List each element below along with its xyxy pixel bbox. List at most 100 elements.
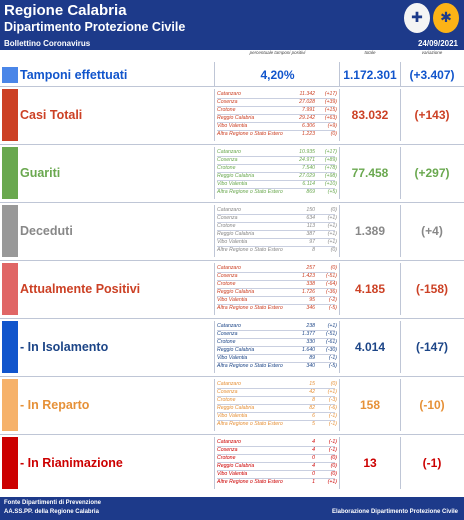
province-delta: (+17) [324, 149, 337, 155]
rianimazione-color-bar [2, 437, 18, 489]
province-name: Catanzaro [217, 207, 241, 213]
province-delta: (+1) [327, 323, 337, 329]
province-name: Catanzaro [217, 149, 241, 155]
breakdown-separator [217, 446, 335, 447]
province-value: 24.971 [299, 157, 315, 163]
province-row: Cosenza 1.377 (-51) [217, 331, 338, 339]
breakdown-separator [217, 478, 335, 479]
breakdown-separator [217, 396, 335, 397]
province-value: 8 [312, 397, 315, 403]
province-row: Vibo Valentia 6.306 (+9) [217, 123, 338, 131]
province-delta: (-6) [328, 405, 337, 411]
province-delta: (0) [330, 463, 337, 469]
province-value: 89 [309, 355, 315, 361]
province-delta: (+1) [327, 389, 337, 395]
breakdown-separator [217, 404, 335, 405]
guariti-color-bar [2, 147, 18, 199]
province-delta: (-51) [326, 331, 337, 337]
row-divider [0, 144, 464, 145]
province-row: Altra Regione o Stato Estero 1.223 (0) [217, 131, 338, 138]
breakdown-separator [217, 222, 335, 223]
province-row: Reggio Calabria 387 (+1) [217, 231, 338, 239]
province-row: Reggio Calabria 1.726 (-36) [217, 289, 338, 297]
province-row: Crotone 338 (-64) [217, 281, 338, 289]
province-value: 634 [306, 215, 315, 221]
total-header: totale [364, 50, 376, 55]
column-separator [400, 205, 401, 257]
province-value: 387 [306, 231, 315, 237]
deceduti-color-bar [2, 205, 18, 257]
province-delta: (+63) [324, 115, 337, 121]
province-name: Catanzaro [217, 323, 241, 329]
province-row: Crotone 113 (+1) [217, 223, 338, 231]
variation-header: variazione [421, 50, 443, 55]
breakdown-separator [217, 130, 335, 131]
province-name: Reggio Calabria [217, 289, 255, 295]
province-value: 27.029 [299, 173, 315, 179]
province-delta: (+5) [327, 189, 337, 195]
province-delta: (-64) [326, 281, 337, 287]
province-name: Cosenza [217, 273, 238, 279]
province-value: 1 [312, 479, 315, 485]
breakdown-separator [217, 338, 335, 339]
reparto-label: - In Reparto [20, 398, 90, 412]
province-value: 338 [306, 281, 315, 287]
province-name: Reggio Calabria [217, 347, 255, 353]
column-separator [339, 89, 340, 141]
logos: ✚ ✱ [404, 3, 460, 35]
province-name: Reggio Calabria [217, 173, 255, 179]
province-value: 150 [306, 207, 315, 213]
province-delta: (0) [330, 131, 337, 137]
province-value: 6.114 [302, 181, 315, 187]
province-value: 4 [312, 463, 315, 469]
positivi-variation: (-158) [415, 282, 448, 296]
province-row: Reggio Calabria 4 (0) [217, 463, 338, 471]
breakdown-separator [217, 420, 335, 421]
province-row: Altre Regione o Stato Estero 1 (+1) [217, 479, 338, 486]
province-delta: (0) [330, 455, 337, 461]
province-delta: (-36) [326, 289, 337, 295]
province-name: Altra Regione o Stato Estero [217, 189, 283, 195]
province-value: 1.640 [302, 347, 315, 353]
rianimazione-variation: (-1) [422, 456, 442, 470]
isolamento-label: - In Isolamento [20, 340, 109, 354]
province-delta: (+1) [327, 239, 337, 245]
reparto-color-bar [2, 379, 18, 431]
row-divider [0, 376, 464, 377]
province-value: 1.423 [302, 273, 315, 279]
province-value: 5 [312, 421, 315, 427]
province-row: Cosenza 27.028 (+39) [217, 99, 338, 107]
isolamento-color-bar [2, 321, 18, 373]
province-delta: (+10) [324, 181, 337, 187]
guariti-variation: (+297) [414, 166, 450, 180]
isolamento-total: 4.014 [354, 340, 386, 354]
province-delta: (-51) [326, 273, 337, 279]
breakdown-separator [217, 412, 335, 413]
breakdown-separator [217, 272, 335, 273]
province-value: 27.028 [299, 99, 315, 105]
province-value: 7.991 [302, 107, 315, 113]
rianimazione-total: 13 [363, 456, 377, 470]
province-row: Altra Regione o Stato Estero 340 (-5) [217, 363, 338, 370]
province-row: Altre Regione o Stato Estero 8 (0) [217, 247, 338, 254]
province-name: Crotone [217, 165, 236, 171]
province-delta: (-3) [328, 397, 337, 403]
column-separator [339, 437, 340, 489]
province-delta: (+78) [324, 165, 337, 171]
province-name: Crotone [217, 455, 236, 461]
province-name: Crotone [217, 281, 236, 287]
province-name: Altre Regione o Stato Estero [217, 247, 283, 253]
bulletin-date: 24/09/2021 [417, 39, 458, 48]
province-row: Cosenza 4 (-1) [217, 447, 338, 455]
province-row: Altra Regione o Stato Estero 346 (-5) [217, 305, 338, 312]
province-name: Vibo Valentia [217, 471, 248, 477]
province-row: Reggio Calabria 1.640 (-30) [217, 347, 338, 355]
department-title: Dipartimento Protezione Civile [4, 20, 186, 34]
province-row: Catanzaro 10.935 (+17) [217, 149, 338, 157]
province-name: Altra Regione o Stato Estero [217, 305, 283, 311]
province-value: 10.935 [299, 149, 315, 155]
tamponi-color-bar [2, 67, 18, 83]
province-value: 1.377 [302, 331, 315, 337]
civil-protection-logo-icon: ✱ [433, 3, 459, 33]
province-name: Vibo Valentia [217, 413, 248, 419]
